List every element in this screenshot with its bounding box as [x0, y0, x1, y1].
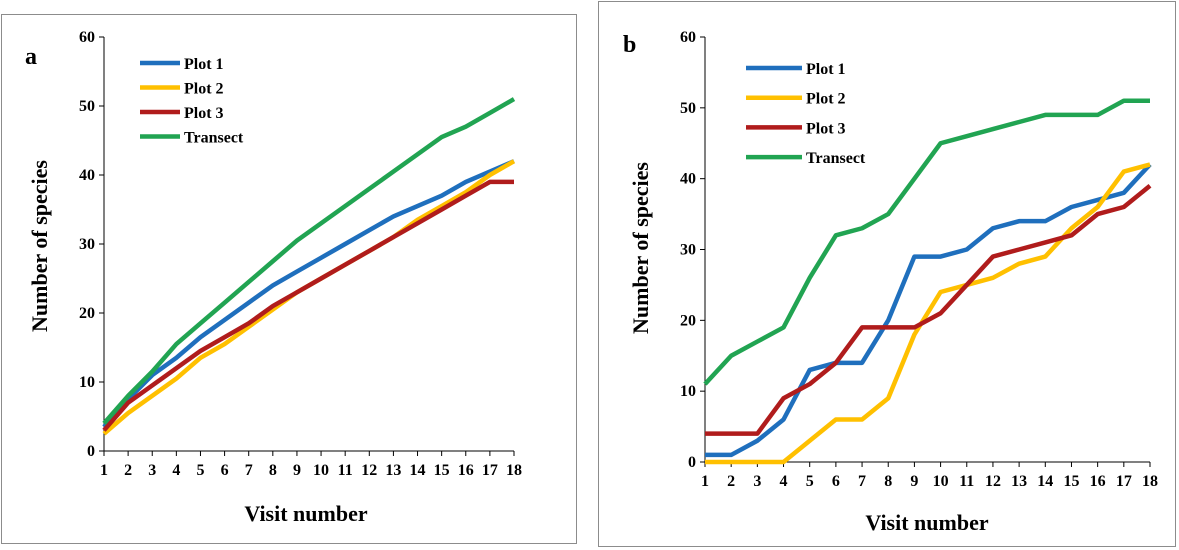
- series-line-plot-3-a: [102, 179, 514, 432]
- x-tick-label-b: 8: [884, 473, 892, 490]
- x-tick-label-b: 10: [933, 473, 949, 490]
- y-tick-label-a: 10: [79, 374, 95, 391]
- x-tick-label-a: 15: [434, 462, 450, 479]
- y-tick-label-a: 0: [87, 443, 95, 460]
- legend-label-a: Transect: [184, 130, 244, 147]
- x-tick-label-b: 14: [1037, 473, 1053, 490]
- x-tick-label-b: 7: [858, 473, 866, 490]
- x-tick-label-b: 5: [806, 473, 814, 490]
- legend-label-a: Plot 3: [184, 105, 224, 122]
- y-tick-label-b: 0: [688, 454, 696, 471]
- x-axis-title-a: Visit number: [244, 501, 367, 526]
- legend-label-b: Plot 2: [806, 91, 846, 108]
- x-tick-label-a: 13: [385, 462, 401, 479]
- y-axis-title-b: Number of species: [628, 162, 653, 334]
- x-tick-label-b: 13: [1011, 473, 1027, 490]
- y-tick-label-b: 50: [680, 100, 696, 117]
- x-tick-label-a: 7: [245, 462, 253, 479]
- series-line-transect-a: [102, 97, 516, 425]
- x-tick-label-a: 8: [269, 462, 277, 479]
- series-line-plot-1-b: [705, 162, 1152, 458]
- x-tick-label-b: 9: [910, 473, 918, 490]
- legend-label-a: Plot 1: [184, 56, 224, 73]
- series-line-plot-3-b: [705, 184, 1152, 436]
- panel-label-b: b: [623, 32, 636, 58]
- x-tick-label-a: 3: [148, 462, 156, 479]
- x-tick-label-a: 16: [458, 462, 474, 479]
- x-tick-label-b: 18: [1142, 473, 1158, 490]
- x-tick-label-b: 11: [959, 473, 974, 490]
- panel-label-a: a: [25, 44, 37, 70]
- x-tick-label-a: 1: [100, 462, 108, 479]
- legend-label-a: Plot 2: [184, 81, 224, 98]
- y-tick-label-b: 10: [680, 383, 696, 400]
- x-tick-label-b: 12: [985, 473, 1001, 490]
- y-tick-label-b: 20: [680, 312, 696, 329]
- y-tick-label-b: 60: [680, 29, 696, 46]
- series-line-plot-2-b: [705, 162, 1151, 465]
- x-tick-label-a: 11: [338, 462, 353, 479]
- x-tick-label-a: 4: [172, 462, 180, 479]
- y-tick-label-a: 20: [79, 305, 95, 322]
- x-tick-label-b: 1: [701, 473, 709, 490]
- x-tick-label-b: 3: [753, 473, 761, 490]
- x-tick-label-b: 17: [1116, 473, 1132, 490]
- x-tick-label-b: 2: [727, 473, 735, 490]
- x-tick-label-a: 17: [482, 462, 498, 479]
- x-tick-label-a: 9: [293, 462, 301, 479]
- x-axis-title-b: Visit number: [865, 510, 988, 535]
- x-tick-label-a: 2: [124, 462, 132, 479]
- legend-label-b: Transect: [806, 150, 866, 167]
- x-tick-label-a: 18: [506, 462, 522, 479]
- x-tick-label-b: 16: [1090, 473, 1106, 490]
- x-tick-label-b: 15: [1063, 473, 1079, 490]
- series-line-transect-b: [703, 98, 1150, 386]
- series-line-plot-1-a: [102, 159, 515, 429]
- y-tick-label-a: 50: [79, 98, 95, 115]
- chart-panel-b: [598, 1, 1176, 547]
- x-tick-label-a: 6: [221, 462, 229, 479]
- y-axis-title-a: Number of species: [27, 160, 52, 332]
- x-tick-label-a: 14: [410, 462, 426, 479]
- x-tick-label-a: 5: [196, 462, 204, 479]
- y-tick-label-a: 60: [79, 29, 95, 46]
- chart-panel-a: [1, 14, 577, 544]
- x-tick-label-b: 6: [832, 473, 840, 490]
- x-tick-label-a: 12: [361, 462, 377, 479]
- y-tick-label-a: 30: [79, 236, 95, 253]
- legend-label-b: Plot 1: [806, 61, 846, 78]
- x-tick-label-b: 4: [780, 473, 788, 490]
- y-tick-label-b: 30: [680, 242, 696, 259]
- legend-label-b: Plot 3: [806, 120, 846, 137]
- x-tick-label-a: 10: [313, 462, 329, 479]
- y-tick-label-b: 40: [680, 171, 696, 188]
- y-tick-label-a: 40: [79, 167, 95, 184]
